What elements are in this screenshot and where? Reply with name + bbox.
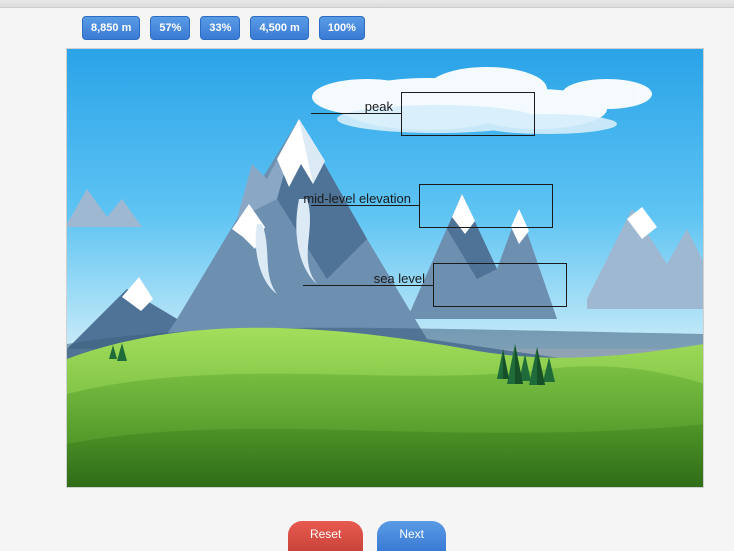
leader-line-sealevel [303, 285, 433, 286]
chip-100pct[interactable]: 100% [319, 16, 365, 40]
leader-line-peak [311, 113, 401, 114]
drop-zone-midlevel[interactable] [419, 184, 553, 228]
button-row: Reset Next [0, 505, 734, 545]
leader-line-midlevel [311, 205, 419, 206]
chip-57pct[interactable]: 57% [150, 16, 190, 40]
chip-4500m[interactable]: 4,500 m [250, 16, 308, 40]
mountain-scene: peak mid-level elevation sea level [66, 48, 704, 488]
label-midlevel: mid-level elevation [67, 191, 417, 206]
chip-8850m[interactable]: 8,850 m [82, 16, 140, 40]
drop-zone-peak[interactable] [401, 92, 535, 136]
next-button[interactable]: Next [377, 521, 446, 551]
drop-zone-sealevel[interactable] [433, 263, 567, 307]
scene-svg [67, 49, 704, 488]
reset-button[interactable]: Reset [288, 521, 363, 551]
chip-33pct[interactable]: 33% [200, 16, 240, 40]
draggable-chip-row: 8,850 m 57% 33% 4,500 m 100% [0, 8, 734, 48]
label-peak: peak [67, 99, 399, 114]
label-sealevel: sea level [67, 271, 431, 286]
window-top-bar [0, 0, 734, 8]
